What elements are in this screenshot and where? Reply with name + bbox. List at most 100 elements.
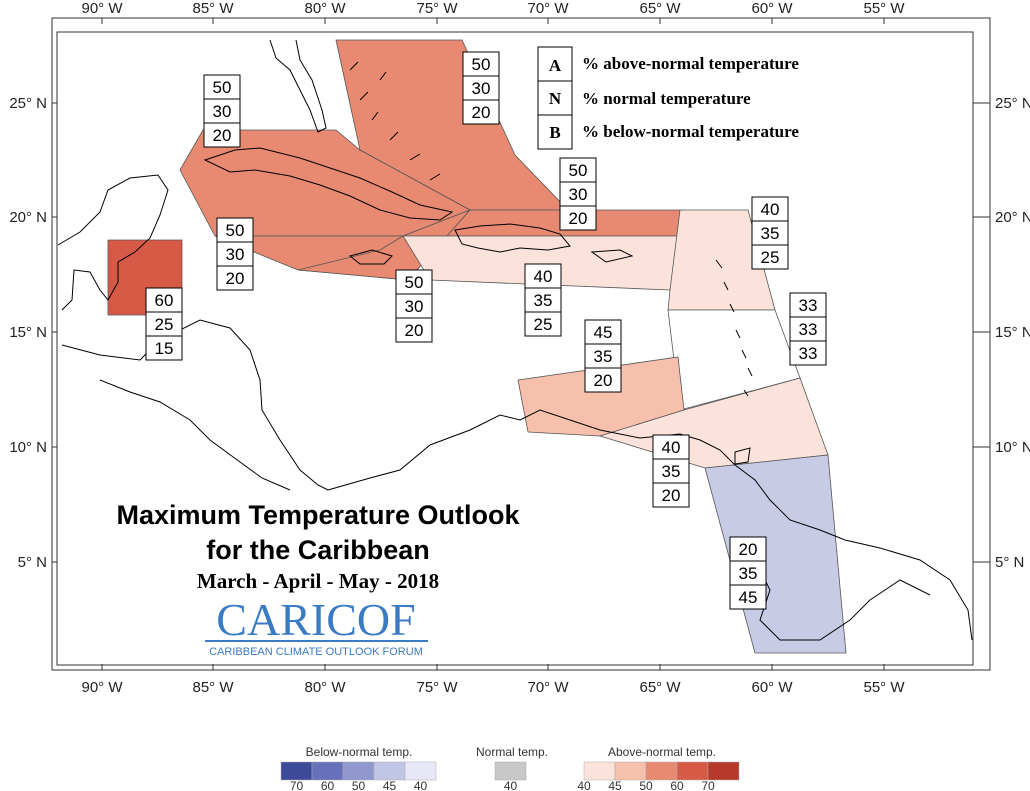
normal-tick: 40	[504, 779, 518, 791]
prob-box-guianas: 20 35 45	[729, 536, 767, 610]
prob-value-a: 50	[405, 273, 424, 292]
below-tick: 50	[352, 779, 366, 791]
prob-cell-bg	[559, 181, 597, 207]
yucatan-coast	[57, 174, 169, 311]
title-block: Maximum Temperature Outlook for the Cari…	[116, 500, 520, 593]
prob-value-a: 45	[594, 323, 613, 342]
prob-value-a: 40	[662, 438, 681, 457]
above-tick: 50	[639, 779, 653, 791]
prob-value-b: 20	[226, 269, 245, 288]
lat-label-left: 15° N	[9, 324, 47, 341]
prob-value-b: 33	[799, 344, 818, 363]
lon-label-bottom: 75° W	[416, 679, 458, 696]
key-letter-b: B	[549, 123, 560, 142]
prob-value-b: 15	[155, 339, 174, 358]
below-swatch	[404, 761, 437, 781]
prob-box-trinidad: 40 35 20	[652, 434, 690, 508]
below-tick: 45	[383, 779, 397, 791]
prob-cell-bg	[216, 241, 254, 267]
prob-cell-bg	[751, 244, 789, 270]
prob-cell-bg	[584, 319, 622, 345]
lat-label-left: 25° N	[9, 95, 47, 112]
prob-value-n: 35	[662, 462, 681, 481]
prob-cell-bg	[203, 74, 241, 100]
prob-value-a: 40	[534, 267, 553, 286]
coastlines	[57, 39, 973, 641]
prob-value-b: 45	[739, 588, 758, 607]
lon-label-bottom: 60° W	[751, 679, 793, 696]
prob-value-b: 20	[569, 209, 588, 228]
lon-label-bottom: 80° W	[304, 679, 346, 696]
prob-box-belize: 60 25 15	[145, 287, 183, 361]
prob-box-windward: 33 33 33	[789, 292, 827, 366]
above-swatch	[645, 761, 678, 781]
prob-cell-bg	[652, 458, 690, 484]
lat-label-left: 20° N	[9, 209, 47, 226]
key-text-n: % normal temperature	[582, 89, 751, 108]
prob-value-b: 20	[472, 103, 491, 122]
prob-box-bahamas: 50 30 20	[462, 51, 500, 125]
below-swatch	[373, 761, 406, 781]
lat-label-right: 10° N	[995, 439, 1030, 456]
lon-label-bottom: 70° W	[527, 679, 569, 696]
prob-cell-bg	[145, 335, 183, 361]
key-letter-n: N	[549, 89, 562, 108]
prob-box-hispaniola-north: 50 30 20	[559, 157, 597, 231]
guianas-interior	[754, 559, 931, 641]
prob-cell-bg	[216, 265, 254, 291]
prob-cell-bg	[789, 292, 827, 318]
lon-label-top: 75° W	[416, 0, 458, 17]
prob-cell-bg	[652, 434, 690, 460]
below-tick: 70	[290, 779, 304, 791]
lon-label-top: 90° W	[81, 0, 123, 17]
lon-label-bottom: 85° W	[192, 679, 234, 696]
lat-label-right: 25° N	[995, 95, 1030, 112]
prob-value-a: 60	[155, 291, 174, 310]
prob-cell-bg	[751, 220, 789, 246]
lon-axis: 90° W 90° W 85° W 85° W 80° W 80° W 75° W 75° W…	[81, 0, 905, 696]
prob-cell-bg	[524, 287, 562, 313]
key-letter-a: A	[549, 56, 562, 75]
prob-cell-bg	[652, 482, 690, 508]
trinidad-coast	[734, 447, 751, 465]
above-tick: 70	[701, 779, 715, 791]
prob-value-n: 35	[534, 291, 553, 310]
caricof-logo: CARICOF CARIBBEAN CLIMATE OUTLOOK FORUM	[205, 594, 428, 658]
prob-value-n: 30	[569, 185, 588, 204]
key-row-b: B % below-normal temperature	[537, 114, 799, 150]
prob-cell-bg	[789, 316, 827, 342]
lat-label-right: 20° N	[995, 209, 1030, 226]
above-swatch	[707, 761, 740, 781]
prob-box-cuba: 50 30 20	[203, 74, 241, 148]
lon-label-bottom: 90° W	[81, 679, 123, 696]
prob-cell-bg	[395, 293, 433, 319]
central-america-pacific	[99, 379, 291, 491]
prob-value-n: 30	[472, 79, 491, 98]
prob-cell-bg	[584, 343, 622, 369]
key-text-b: % below-normal temperature	[582, 122, 799, 141]
prob-cell-bg	[395, 317, 433, 343]
prob-value-a: 33	[799, 296, 818, 315]
prob-box-leeward: 40 35 25	[751, 196, 789, 270]
normal-swatch	[494, 761, 527, 781]
abn-key: A % above-normal temperature N % normal …	[537, 46, 799, 150]
lon-label-top: 70° W	[527, 0, 569, 17]
key-row-a: A % above-normal temperature	[537, 46, 799, 82]
prob-value-n: 30	[405, 297, 424, 316]
prob-cell-bg	[203, 122, 241, 148]
colorbar-below-title: Below-normal temp.	[306, 745, 413, 759]
prob-value-n: 33	[799, 320, 818, 339]
prob-box-abc-islands: 45 35 20	[584, 319, 622, 393]
above-swatch	[614, 761, 647, 781]
prob-value-b: 20	[405, 321, 424, 340]
venezuela-coast	[327, 409, 736, 491]
probability-boxes: 50 30 20 50 30 20 50 30 20 50 30 20 50 30 20 40 35 25 40 35…	[145, 51, 827, 610]
above-swatch	[583, 761, 616, 781]
above-tick: 40	[577, 779, 591, 791]
logo-wordmark: CARICOF	[216, 594, 415, 645]
prob-value-b: 20	[594, 371, 613, 390]
lat-label-right: 15° N	[995, 324, 1030, 341]
title-line-2: for the Caribbean	[206, 535, 430, 565]
lon-label-bottom: 55° W	[863, 679, 905, 696]
